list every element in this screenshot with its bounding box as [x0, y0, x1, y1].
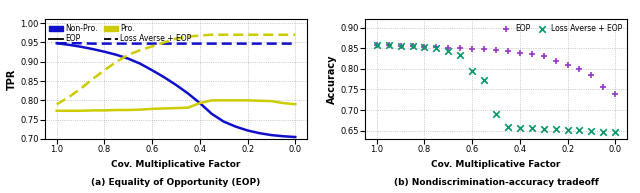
EOP — [383, 44, 394, 47]
Loss Averse + EOP — [527, 127, 537, 130]
EOP — [408, 45, 418, 48]
X-axis label: Cov. Multiplicative Factor: Cov. Multiplicative Factor — [111, 160, 241, 169]
Loss Averse + EOP — [431, 47, 442, 50]
Text: (b) Nondiscrimination-accuracy tradeoff: (b) Nondiscrimination-accuracy tradeoff — [394, 178, 598, 187]
EOP — [515, 52, 525, 55]
EOP — [527, 53, 537, 56]
Loss Averse + EOP — [479, 78, 489, 81]
EOP — [586, 73, 596, 76]
X-axis label: Cov. Multiplicative Factor: Cov. Multiplicative Factor — [431, 160, 561, 169]
Loss Averse + EOP — [455, 54, 465, 57]
EOP — [419, 45, 429, 48]
Loss Averse + EOP — [503, 125, 513, 128]
Loss Averse + EOP — [515, 126, 525, 129]
Loss Averse + EOP — [419, 45, 429, 48]
Loss Averse + EOP — [586, 129, 596, 132]
EOP — [372, 43, 382, 47]
Loss Averse + EOP — [491, 113, 501, 116]
Text: (a) Equality of Opportunity (EOP): (a) Equality of Opportunity (EOP) — [92, 178, 260, 187]
EOP — [455, 47, 465, 50]
Legend: Non-Pro., EOP, Pro., Loss Averse + EOP: Non-Pro., EOP, Pro., Loss Averse + EOP — [49, 23, 192, 44]
EOP — [491, 49, 501, 52]
Loss Averse + EOP — [539, 127, 549, 130]
Loss Averse + EOP — [383, 44, 394, 47]
Loss Averse + EOP — [610, 130, 620, 133]
EOP — [563, 63, 573, 66]
Loss Averse + EOP — [396, 44, 406, 47]
EOP — [550, 59, 561, 62]
EOP — [431, 46, 442, 49]
Loss Averse + EOP — [598, 130, 609, 133]
Y-axis label: TPR: TPR — [7, 69, 17, 90]
EOP — [443, 46, 453, 49]
EOP — [396, 44, 406, 47]
EOP — [479, 48, 489, 51]
Loss Averse + EOP — [408, 45, 418, 48]
EOP — [539, 55, 549, 58]
Loss Averse + EOP — [550, 128, 561, 131]
Legend: EOP, Loss Averse + EOP: EOP, Loss Averse + EOP — [498, 23, 623, 34]
Loss Averse + EOP — [563, 128, 573, 131]
EOP — [610, 92, 620, 95]
EOP — [598, 86, 609, 89]
EOP — [503, 50, 513, 53]
Loss Averse + EOP — [372, 43, 382, 47]
Loss Averse + EOP — [574, 129, 584, 132]
Loss Averse + EOP — [443, 50, 453, 53]
Loss Averse + EOP — [467, 69, 477, 72]
Y-axis label: Accuracy: Accuracy — [327, 54, 337, 104]
EOP — [467, 47, 477, 51]
EOP — [574, 67, 584, 70]
